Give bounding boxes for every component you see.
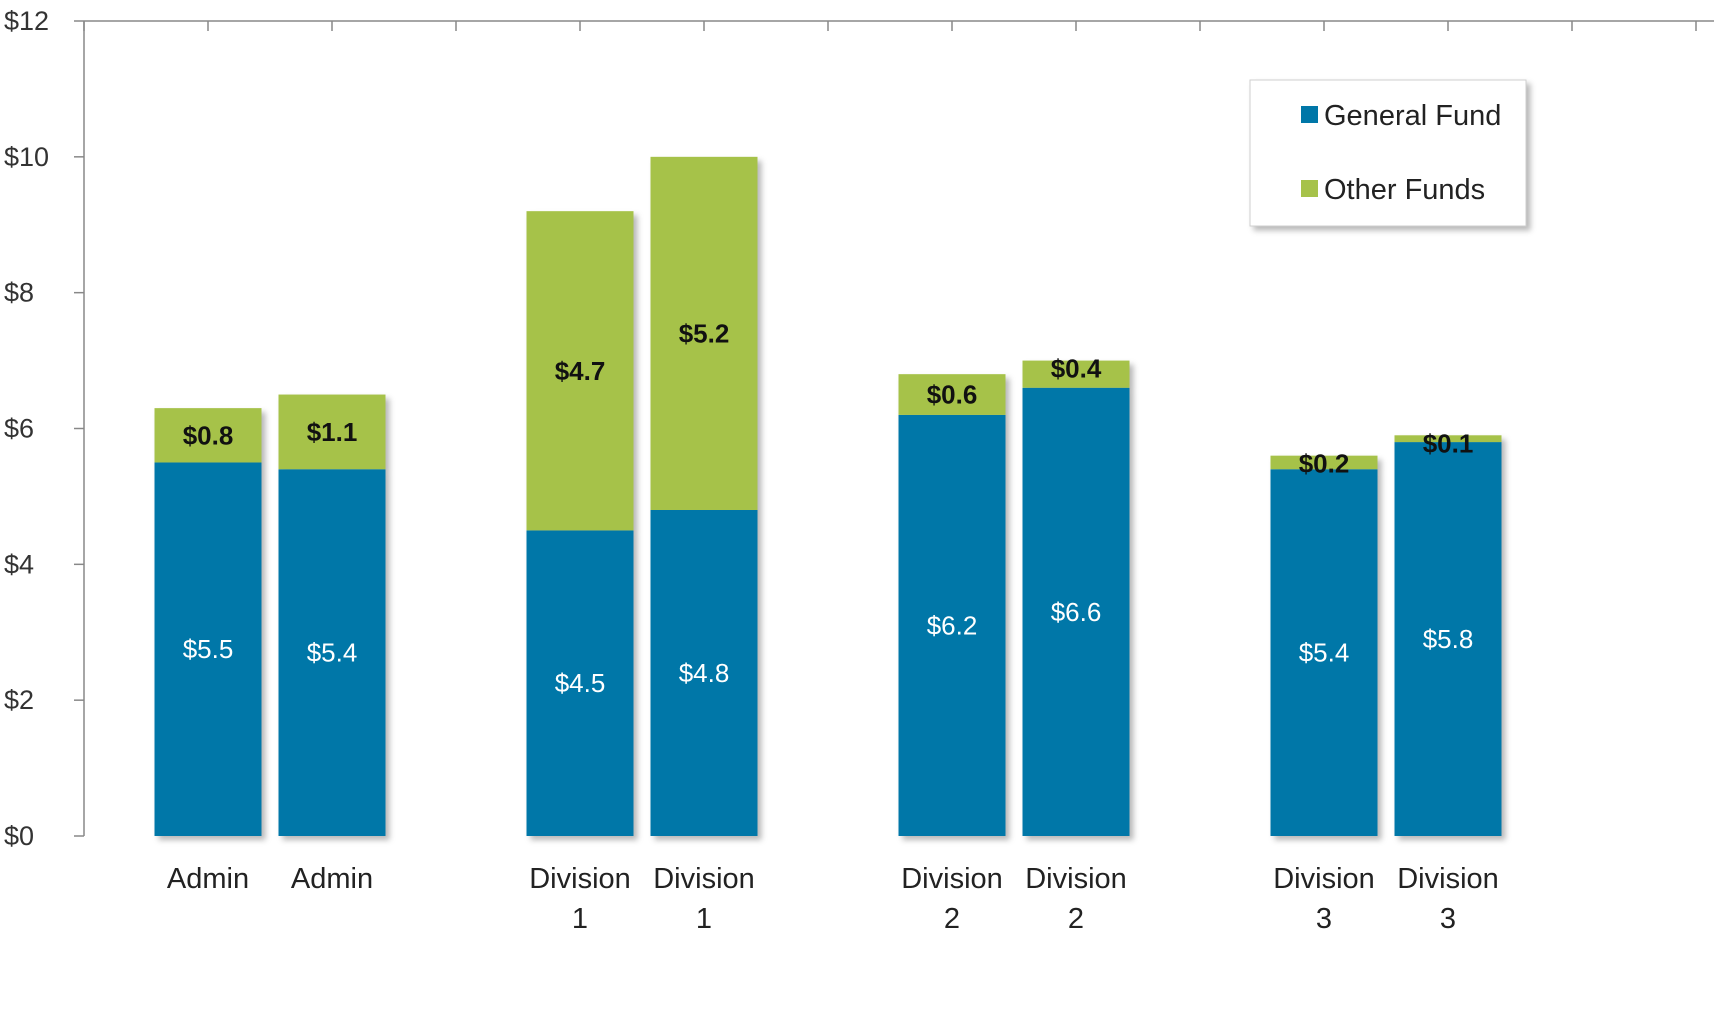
x-category-label: Division: [653, 863, 755, 895]
y-tick-label: $6: [4, 414, 34, 444]
x-category-label: Division: [1397, 863, 1499, 895]
y-tick-label: $10: [4, 142, 49, 172]
data-label-other-funds: $0.1: [1423, 428, 1474, 458]
bar-general-fund: [1394, 442, 1502, 836]
bar-general-fund: [1022, 387, 1130, 836]
data-label-general-fund: $5.5: [183, 634, 234, 664]
data-label-other-funds: $0.6: [927, 380, 978, 410]
bar-general-fund: [650, 510, 758, 836]
data-label-general-fund: $5.4: [307, 638, 358, 668]
bar-other-funds: [1022, 360, 1130, 388]
data-label-general-fund: $4.8: [679, 658, 730, 688]
bars: [154, 156, 1502, 836]
x-category-label: Admin: [291, 863, 373, 895]
y-tick-label: $2: [4, 685, 34, 715]
data-label-general-fund: $5.8: [1423, 624, 1474, 654]
data-label-general-fund: $6.6: [1051, 597, 1102, 627]
bar-general-fund: [526, 530, 634, 836]
axes: $0 $2 $4 $6 $8 $10 $12: [4, 6, 1714, 851]
bar-other-funds: [278, 394, 386, 470]
data-label-general-fund: $4.5: [555, 668, 606, 698]
data-label-general-fund: $5.4: [1299, 638, 1350, 668]
bar-stack: [154, 408, 262, 836]
y-tick-label: $4: [4, 549, 34, 579]
bar-stack: [1270, 455, 1378, 836]
data-label-other-funds: $0.4: [1051, 354, 1102, 384]
data-label-other-funds: $4.7: [555, 356, 606, 386]
bar-general-fund: [1270, 469, 1378, 836]
bar-other-funds: [650, 156, 758, 511]
bar-general-fund: [898, 414, 1006, 836]
x-category-label: 3: [1316, 903, 1332, 935]
y-tick-label: $8: [4, 278, 34, 308]
bar-general-fund: [278, 469, 386, 836]
x-category-label: Division: [901, 863, 1003, 895]
legend-label: Other Funds: [1324, 174, 1485, 206]
data-label-other-funds: $0.2: [1299, 449, 1350, 479]
x-category-label: Division: [1273, 863, 1375, 895]
legend-label: General Fund: [1324, 100, 1501, 132]
x-category-label: Division: [1025, 863, 1127, 895]
data-label-general-fund: $6.2: [927, 610, 978, 640]
bar-stack: [1022, 360, 1130, 836]
y-tick-label: $0: [4, 821, 34, 851]
bar-other-funds: [898, 374, 1006, 415]
legend-swatch: [1301, 180, 1318, 197]
y-tick-label: $12: [4, 6, 49, 36]
data-label-other-funds: $5.2: [679, 318, 730, 348]
legend-box: [1249, 79, 1527, 227]
legend-swatch: [1301, 106, 1318, 123]
x-category-label: Division: [529, 863, 631, 895]
x-category-label: 2: [944, 903, 960, 935]
bar-stack: [278, 394, 386, 836]
data-labels: $5.5 $0.8 Admin $5.4 $1.1 Admin $4.5 $4.7 Divisi…: [167, 318, 1499, 935]
bar-stack: [526, 211, 634, 836]
bar-stack: [898, 374, 1006, 836]
legend: General Fund Other Funds: [1249, 79, 1527, 227]
bar-general-fund: [154, 462, 262, 836]
x-category-label: 1: [696, 903, 712, 935]
bar-other-funds: [526, 211, 634, 531]
bar-stack: [650, 156, 758, 836]
x-category-label: 1: [572, 903, 588, 935]
bar-stack: [1394, 435, 1502, 836]
data-label-other-funds: $1.1: [307, 417, 358, 447]
x-category-label: 3: [1440, 903, 1456, 935]
x-category-label: 2: [1068, 903, 1084, 935]
x-category-label: Admin: [167, 863, 249, 895]
bar-other-funds: [154, 408, 262, 463]
data-label-other-funds: $0.8: [183, 420, 234, 450]
bar-other-funds: [1270, 455, 1378, 470]
bar-other-funds: [1394, 435, 1502, 443]
